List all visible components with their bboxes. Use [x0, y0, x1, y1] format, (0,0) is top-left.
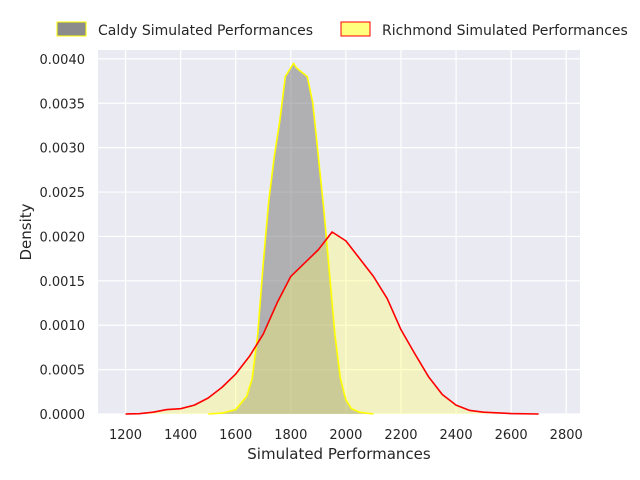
legend-swatch-caldy: [56, 21, 87, 37]
x-tick-label: 1600: [219, 428, 252, 443]
x-tick-label: 2200: [384, 428, 417, 443]
x-tick-label: 2600: [495, 428, 528, 443]
x-axis-label: Simulated Performances: [247, 445, 431, 463]
y-tick-label: 0.0005: [40, 364, 86, 379]
legend-label-caldy: Caldy Simulated Performances: [98, 23, 313, 39]
y-axis-ticks: 0.0000 0.0005 0.0010 0.0015 0.0020 0.0025 0.00…: [40, 53, 86, 423]
density-area-1: [125, 232, 539, 414]
x-tick-label: 2800: [550, 428, 583, 443]
x-tick-label: 1200: [109, 428, 142, 443]
y-tick-label: 0.0035: [40, 97, 86, 112]
density-line-1: [125, 231, 539, 415]
y-axis-label: Density: [17, 203, 35, 260]
y-tick-label: 0.0015: [40, 275, 86, 290]
y-tick-label: 0.0000: [40, 408, 86, 423]
density-line-0: [208, 62, 374, 415]
legend-label-richmond: Richmond Simulated Performances: [382, 23, 628, 39]
x-tick-label: 1400: [164, 428, 197, 443]
legend-swatch-richmond: [340, 21, 371, 37]
x-tick-label: 2000: [329, 428, 362, 443]
x-tick-label: 2400: [440, 428, 473, 443]
legend: Caldy Simulated Performances Richmond Si…: [56, 21, 628, 39]
series-layer: [125, 62, 539, 415]
density-area-0: [208, 63, 374, 414]
x-axis-ticks: 1200 1400 1600 1800 2000 2200 2400 2600 2800: [109, 428, 583, 443]
y-tick-label: 0.0040: [40, 53, 86, 68]
y-tick-label: 0.0030: [40, 142, 86, 157]
y-tick-label: 0.0010: [40, 319, 86, 334]
x-tick-label: 1800: [274, 428, 307, 443]
plot-area: [98, 50, 580, 414]
y-tick-label: 0.0025: [40, 186, 86, 201]
y-tick-label: 0.0020: [40, 230, 86, 245]
